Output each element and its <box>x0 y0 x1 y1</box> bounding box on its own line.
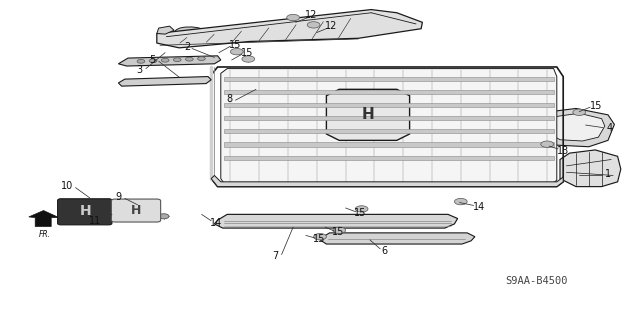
Polygon shape <box>118 56 221 66</box>
Polygon shape <box>224 90 554 94</box>
Text: 7: 7 <box>272 251 278 262</box>
Text: 14: 14 <box>472 202 485 212</box>
Circle shape <box>333 227 346 234</box>
Text: 11: 11 <box>88 216 101 226</box>
Polygon shape <box>211 175 563 187</box>
Polygon shape <box>157 10 422 48</box>
Text: 15: 15 <box>229 40 242 50</box>
Circle shape <box>137 59 145 63</box>
Text: 15: 15 <box>312 234 325 244</box>
Circle shape <box>242 56 255 62</box>
Polygon shape <box>221 69 557 185</box>
Circle shape <box>307 22 320 28</box>
FancyBboxPatch shape <box>111 199 161 222</box>
Text: 9: 9 <box>115 192 122 202</box>
Polygon shape <box>157 26 174 34</box>
Circle shape <box>186 57 193 61</box>
Text: S9AA-B4500: S9AA-B4500 <box>505 276 568 286</box>
Circle shape <box>541 141 554 147</box>
Polygon shape <box>224 142 554 146</box>
Polygon shape <box>224 129 554 133</box>
Polygon shape <box>326 89 410 140</box>
Polygon shape <box>214 214 458 228</box>
Text: 15: 15 <box>332 227 344 237</box>
Text: 10: 10 <box>61 181 74 191</box>
Text: 2: 2 <box>184 42 190 52</box>
Text: 3: 3 <box>136 65 143 75</box>
Text: H: H <box>79 204 91 219</box>
Polygon shape <box>118 77 211 86</box>
Circle shape <box>173 58 181 62</box>
Circle shape <box>230 48 243 55</box>
Polygon shape <box>29 211 59 226</box>
Circle shape <box>454 198 467 205</box>
Text: 1: 1 <box>605 169 611 179</box>
Text: 4: 4 <box>606 123 612 133</box>
Text: 13: 13 <box>557 145 570 156</box>
Text: 12: 12 <box>325 21 338 31</box>
Polygon shape <box>320 233 475 244</box>
Circle shape <box>161 58 169 62</box>
Polygon shape <box>224 155 554 160</box>
Text: H: H <box>131 204 141 217</box>
Text: H: H <box>362 107 374 122</box>
Text: 14: 14 <box>210 218 223 228</box>
Polygon shape <box>547 113 605 141</box>
Polygon shape <box>560 150 621 187</box>
FancyBboxPatch shape <box>58 199 112 225</box>
Polygon shape <box>224 77 554 81</box>
Text: 12: 12 <box>305 10 317 20</box>
Text: FR.: FR. <box>39 230 51 239</box>
Circle shape <box>159 214 169 219</box>
Polygon shape <box>224 103 554 107</box>
Text: 5: 5 <box>149 55 156 65</box>
Circle shape <box>573 109 586 115</box>
Circle shape <box>287 14 300 21</box>
Circle shape <box>149 59 157 63</box>
Text: 15: 15 <box>354 208 367 218</box>
Ellipse shape <box>175 27 209 40</box>
Text: 8: 8 <box>226 94 232 104</box>
Text: 6: 6 <box>381 246 387 256</box>
Circle shape <box>314 234 326 240</box>
Circle shape <box>198 57 205 61</box>
Text: 15: 15 <box>590 101 603 111</box>
Polygon shape <box>534 108 614 147</box>
Circle shape <box>355 206 368 212</box>
Polygon shape <box>224 116 554 120</box>
Text: 15: 15 <box>241 48 253 58</box>
